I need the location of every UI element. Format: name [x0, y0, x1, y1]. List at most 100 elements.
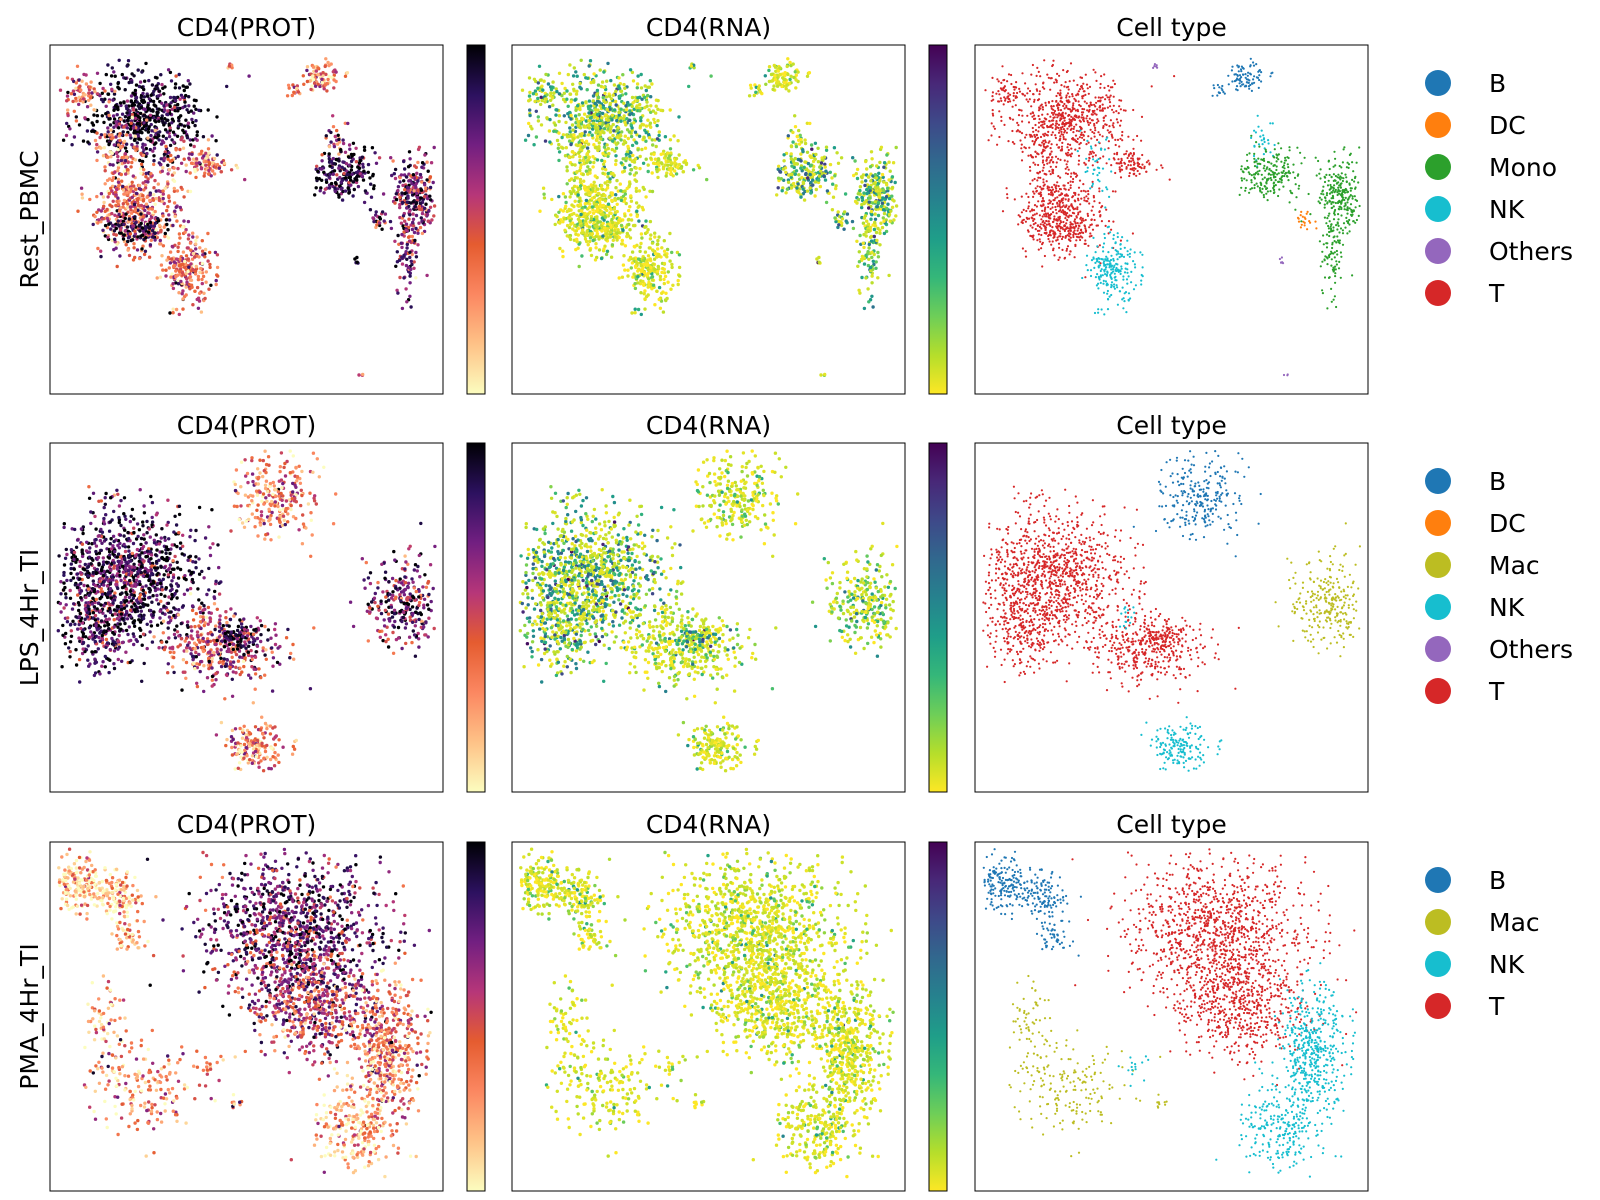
- cell-point: [150, 94, 153, 97]
- cell-point: [189, 248, 192, 251]
- cell-point: [87, 91, 90, 94]
- cell-point: [112, 233, 115, 236]
- cell-point: [77, 103, 80, 106]
- cell-point: [123, 199, 126, 202]
- cell-point: [174, 86, 177, 89]
- cell-point: [151, 235, 154, 238]
- cell-point: [169, 101, 172, 104]
- cell-point: [189, 275, 192, 278]
- cell-point: [72, 89, 75, 92]
- cell-point: [172, 287, 175, 290]
- cell-point: [117, 219, 120, 222]
- cell-point: [117, 126, 120, 129]
- cell-point: [111, 66, 114, 69]
- cell-point: [142, 168, 145, 171]
- cell-point: [153, 103, 156, 106]
- cell-point: [131, 196, 134, 199]
- cell-point: [146, 95, 149, 98]
- cell-point: [104, 112, 107, 115]
- cell-point: [213, 172, 216, 175]
- cell-point: [80, 187, 83, 190]
- cell-point: [82, 73, 85, 76]
- cell-point: [116, 108, 119, 111]
- cell-point: [66, 76, 69, 79]
- cell-point: [209, 284, 212, 287]
- cell-point: [81, 100, 84, 103]
- cell-point: [117, 163, 120, 166]
- cell-point: [153, 179, 156, 182]
- cell-point: [120, 173, 123, 176]
- cell-point: [189, 171, 192, 174]
- cell-point: [130, 143, 133, 146]
- cell-point: [195, 235, 198, 238]
- cell-point: [122, 202, 125, 205]
- cell-point: [160, 102, 163, 105]
- cell-point: [101, 229, 104, 232]
- cell-point: [160, 83, 163, 86]
- panel-rest-pbmc-prot: CD4(PROT): [50, 13, 443, 394]
- cell-point: [164, 232, 167, 235]
- cell-point: [153, 119, 156, 122]
- cell-point: [108, 177, 111, 180]
- cell-point: [66, 108, 69, 111]
- cell-point: [117, 203, 120, 206]
- cell-point: [139, 112, 142, 115]
- cell-point: [110, 133, 113, 136]
- cell-point: [124, 172, 127, 175]
- cell-point: [125, 243, 128, 246]
- cell-point: [139, 188, 142, 191]
- cell-point: [187, 220, 190, 223]
- cell-point: [160, 263, 163, 266]
- cell-point: [124, 229, 127, 232]
- cell-point: [204, 164, 207, 167]
- cell-point: [174, 275, 177, 278]
- cell-point: [197, 278, 200, 281]
- cell-point: [127, 116, 130, 119]
- cell-point: [121, 73, 124, 76]
- cell-point: [173, 201, 176, 204]
- cell-point: [175, 206, 178, 209]
- cell-point: [133, 215, 136, 218]
- cell-point: [168, 126, 171, 129]
- cell-point: [177, 116, 180, 119]
- cell-point: [99, 255, 102, 258]
- cell-point: [215, 115, 218, 118]
- cell-point: [110, 212, 113, 215]
- cell-point: [243, 178, 246, 181]
- cell-point: [181, 96, 184, 99]
- cell-point: [171, 282, 174, 285]
- cell-point: [136, 100, 139, 103]
- cell-point: [145, 203, 148, 206]
- cell-point: [74, 87, 77, 90]
- cell-point: [207, 108, 210, 111]
- cell-point: [172, 131, 175, 134]
- cell-point: [134, 221, 137, 224]
- cell-point: [178, 270, 181, 273]
- cell-point: [66, 94, 69, 97]
- cell-point: [115, 193, 118, 196]
- cell-point: [78, 78, 81, 81]
- cell-point: [161, 214, 164, 217]
- cell-point: [158, 224, 161, 227]
- cell-point: [90, 130, 93, 133]
- cell-point: [200, 167, 203, 170]
- cell-point: [149, 172, 152, 175]
- cell-point: [102, 205, 105, 208]
- cell-point: [157, 133, 160, 136]
- cell-point: [149, 114, 152, 117]
- cell-point: [207, 172, 210, 175]
- cell-point: [140, 86, 143, 89]
- cell-point: [92, 223, 95, 226]
- cell-point: [157, 182, 160, 185]
- cell-point: [189, 262, 192, 265]
- cell-point: [199, 267, 202, 270]
- cell-point: [185, 163, 188, 166]
- cell-point: [96, 221, 99, 224]
- cell-point: [127, 59, 130, 62]
- cell-point: [141, 194, 144, 197]
- cell-point: [144, 250, 147, 253]
- cell-point: [175, 308, 178, 311]
- cell-point: [65, 99, 68, 102]
- scatter-points: [59, 57, 437, 377]
- cell-point: [134, 135, 137, 138]
